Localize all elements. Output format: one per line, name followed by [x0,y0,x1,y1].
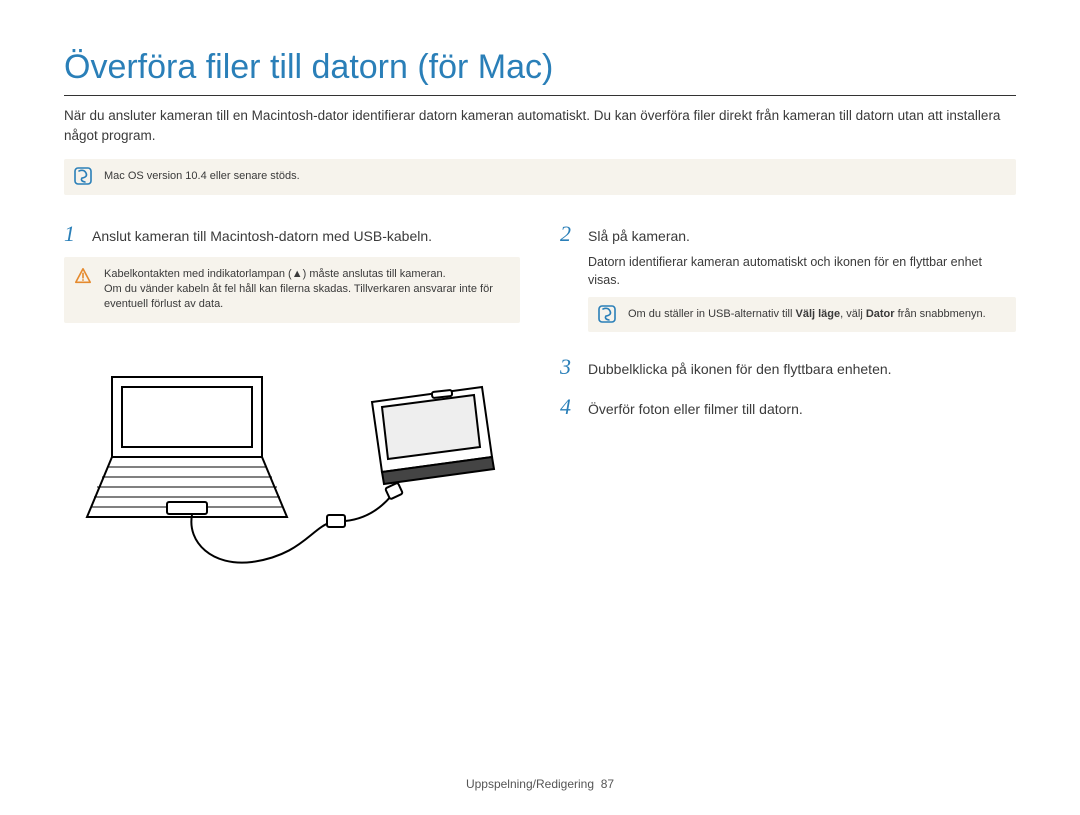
content-columns: 1 Anslut kameran till Macintosh-datorn m… [64,221,1016,577]
connection-illustration [64,347,520,577]
left-column: 1 Anslut kameran till Macintosh-datorn m… [64,221,520,577]
step-1-text: Anslut kameran till Macintosh-datorn med… [92,227,432,247]
footer-section: Uppspelning/Redigering [466,777,594,791]
step-1-number: 1 [64,221,82,247]
step-2-number: 2 [560,221,578,247]
note2-pre: Om du ställer in USB-alternativ till [628,308,796,320]
note2-mid: , välj [840,308,866,320]
warning-icon [74,267,92,285]
footer-page-number: 87 [601,777,614,791]
page-title: Överföra filer till datorn (för Mac) [64,48,1016,96]
top-note-box: Mac OS version 10.4 eller senare stöds. [64,159,1016,194]
step-2-text: Slå på kameran. [588,227,690,247]
right-column: 2 Slå på kameran. Datorn identifierar ka… [560,221,1016,577]
note2-b1: Välj läge [796,308,841,320]
top-note-text: Mac OS version 10.4 eller senare stöds. [104,170,300,182]
intro-paragraph: När du ansluter kameran till en Macintos… [64,106,1016,145]
note2-post: från snabbmenyn. [895,308,986,320]
page-footer: Uppspelning/Redigering 87 [0,777,1080,791]
note-icon [74,167,92,185]
warning-line-2: Om du vänder kabeln åt fel håll kan file… [104,282,508,313]
step-3: 3 Dubbelklicka på ikonen för den flyttba… [560,354,1016,380]
step-4-number: 4 [560,394,578,420]
note2-b2: Dator [866,308,895,320]
step-2-subtext: Datorn identifierar kameran automatiskt … [588,253,1016,289]
warning-line-1: Kabelkontakten med indikatorlampan (▲) m… [104,267,508,282]
step-2: 2 Slå på kameran. [560,221,1016,247]
manual-page: Överföra filer till datorn (för Mac) När… [0,0,1080,815]
step-4: 4 Överför foton eller filmer till datorn… [560,394,1016,420]
warning-box: Kabelkontakten med indikatorlampan (▲) m… [64,257,520,323]
step-3-number: 3 [560,354,578,380]
right-note-box: Om du ställer in USB-alternativ till Väl… [588,297,1016,332]
note-icon [598,305,616,323]
step-4-text: Överför foton eller filmer till datorn. [588,400,803,420]
step-3-text: Dubbelklicka på ikonen för den flyttbara… [588,360,892,380]
step-1: 1 Anslut kameran till Macintosh-datorn m… [64,221,520,247]
